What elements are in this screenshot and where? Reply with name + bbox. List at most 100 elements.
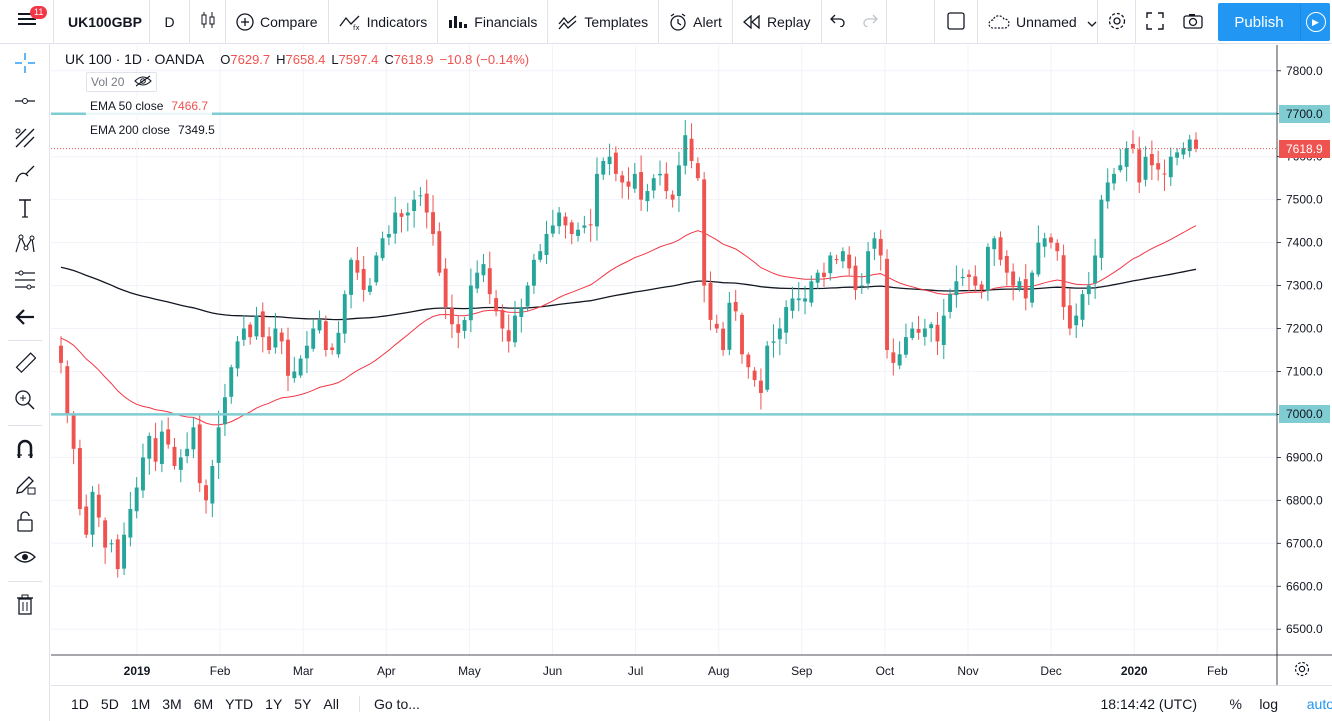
fullscreen-button[interactable]: [1136, 0, 1174, 44]
candle-body: [998, 237, 1003, 260]
chart-type-button[interactable]: [190, 0, 226, 44]
replay-button[interactable]: Replay: [733, 0, 822, 44]
candle-body: [645, 191, 650, 202]
candle-body: [178, 457, 183, 470]
price-tick-label: 6500.0: [1286, 622, 1323, 636]
templates-button[interactable]: Templates: [548, 0, 660, 44]
percent-toggle[interactable]: %: [1229, 695, 1242, 712]
snapshot-button[interactable]: [1174, 0, 1212, 44]
range-5y[interactable]: 5Y: [294, 695, 312, 712]
hide-drawings-tool[interactable]: [9, 544, 41, 574]
publish-button[interactable]: Publish: [1218, 3, 1300, 41]
legend-low: 7597.4: [338, 51, 379, 67]
auto-toggle[interactable]: auto: [1306, 695, 1332, 712]
lock-drawings-tool[interactable]: [9, 508, 41, 538]
stay-in-drawing-mode-tool[interactable]: [9, 472, 41, 502]
candle-body: [620, 175, 625, 183]
select-layout-button[interactable]: [934, 0, 978, 44]
time-tick-label: Feb: [1207, 664, 1228, 678]
pitchfork-tool[interactable]: [9, 125, 41, 155]
lower-level-tag[interactable]: 7000.0: [1279, 405, 1330, 424]
undo-button[interactable]: [822, 0, 854, 44]
candle-body: [1030, 272, 1035, 303]
candle-body: [910, 328, 915, 338]
price-chart[interactable]: 6500.0 6600.0 6700.0 6800.0 6900.0 7000.0 7100…: [51, 45, 1332, 685]
candle-body: [740, 314, 744, 355]
candle-body: [424, 193, 429, 213]
brush-icon: [14, 164, 36, 189]
candle-body: [803, 298, 808, 302]
crosshair-tool[interactable]: [9, 50, 41, 80]
time-tick-label: 2019: [124, 664, 151, 678]
time-tick-label: Nov: [957, 664, 978, 678]
log-toggle[interactable]: log: [1259, 695, 1278, 712]
legend-symbol-title[interactable]: UK 100 · 1D · OANDA: [65, 51, 205, 67]
candle-body: [1042, 238, 1047, 247]
redo-icon: [862, 13, 878, 30]
legend-close-label: C: [384, 51, 394, 67]
measure-tool[interactable]: [9, 350, 41, 380]
indicators-button[interactable]: fx Indicators: [329, 0, 439, 44]
candle-body: [204, 485, 208, 501]
eye-crossed-icon[interactable]: [134, 75, 153, 90]
range-all[interactable]: All: [323, 695, 339, 712]
candle-body: [916, 328, 921, 333]
price-tick-label: 7300.0: [1286, 279, 1323, 293]
candle-body: [191, 427, 196, 450]
settings-button[interactable]: [1098, 0, 1136, 44]
redo-button[interactable]: [854, 0, 887, 44]
candle-body: [613, 152, 618, 174]
upper-level-tag[interactable]: 7700.0: [1279, 104, 1330, 123]
range-3m[interactable]: 3M: [162, 695, 182, 712]
pattern-tool[interactable]: [9, 231, 41, 261]
chart-settings-button[interactable]: [1293, 660, 1311, 683]
ema200-legend[interactable]: EMA 200 close 7349.5: [86, 120, 219, 140]
candle-body: [1074, 315, 1079, 326]
alert-button[interactable]: Alert: [659, 0, 733, 44]
compare-button[interactable]: Compare: [226, 0, 329, 44]
range-1y[interactable]: 1Y: [265, 695, 283, 712]
range-5d[interactable]: 5D: [100, 695, 119, 712]
range-1m[interactable]: 1M: [130, 695, 151, 712]
candle-body: [185, 448, 190, 457]
interval-button[interactable]: D: [150, 0, 190, 44]
symbol-search-button[interactable]: UK100GBP: [54, 0, 150, 44]
candle-body: [286, 339, 290, 376]
range-ytd[interactable]: YTD: [225, 695, 254, 712]
range-1d[interactable]: 1D: [71, 695, 89, 712]
brush-tool[interactable]: [9, 161, 41, 191]
candle-body: [985, 246, 990, 291]
candle-body: [563, 216, 568, 226]
menu-button[interactable]: 11: [0, 0, 54, 44]
trendline-icon: [14, 93, 36, 111]
trendline-tool[interactable]: [9, 87, 41, 117]
hide-toolbar-button[interactable]: [9, 304, 41, 334]
goto-button[interactable]: Go to...: [358, 695, 420, 712]
remove-drawings-tool[interactable]: [9, 592, 41, 622]
text-tool[interactable]: [9, 195, 41, 225]
candle-body: [96, 494, 101, 518]
trash-icon: [16, 594, 34, 621]
candle-body: [891, 352, 896, 363]
publish-play-button[interactable]: ▶: [1300, 3, 1330, 41]
candle-body: [153, 438, 158, 462]
candle-body: [1181, 148, 1186, 155]
ema50-legend[interactable]: EMA 50 close 7466.7: [86, 96, 213, 116]
candle-body: [399, 213, 404, 217]
candle-body: [758, 380, 763, 393]
right-toolbar-group: Unnamed: [934, 0, 1212, 44]
candle-body: [71, 414, 76, 449]
candle-body: [822, 272, 826, 277]
zoom-tool[interactable]: [9, 387, 41, 417]
prediction-tool[interactable]: [9, 267, 41, 297]
financials-button[interactable]: Financials: [438, 0, 549, 44]
candle-body: [872, 238, 877, 249]
volume-legend[interactable]: Vol 20: [86, 72, 158, 92]
magnet-tool[interactable]: [9, 436, 41, 466]
fullscreen-square-icon: [947, 11, 965, 33]
range-6m[interactable]: 6M: [193, 695, 214, 712]
candle-body: [412, 199, 417, 212]
layout-name-button[interactable]: Unnamed: [978, 0, 1098, 44]
candle-body: [721, 328, 726, 350]
clock[interactable]: 18:14:42 (UTC): [1100, 695, 1197, 712]
